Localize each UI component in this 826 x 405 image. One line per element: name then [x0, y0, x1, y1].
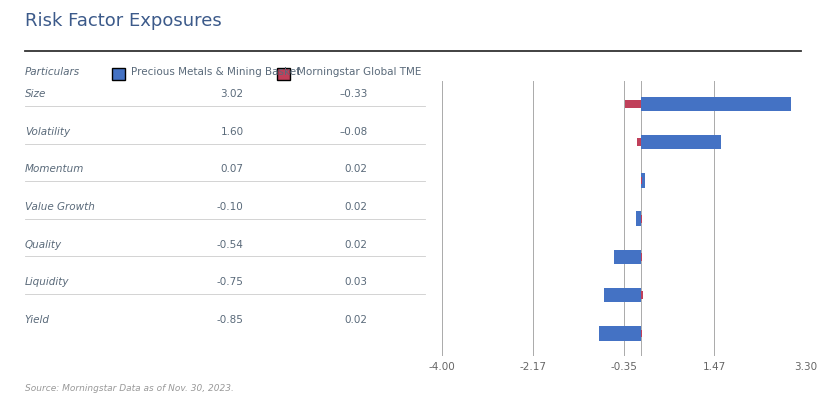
Bar — [641, 253, 642, 261]
Bar — [641, 135, 721, 149]
Bar — [641, 173, 644, 188]
Bar — [641, 97, 791, 111]
Bar — [641, 177, 642, 184]
Text: -0.54: -0.54 — [216, 239, 244, 249]
Text: 0.03: 0.03 — [344, 277, 368, 287]
Text: Yield: Yield — [25, 315, 50, 325]
Bar — [641, 291, 643, 299]
Text: Quality: Quality — [25, 239, 62, 249]
Text: 3.02: 3.02 — [221, 89, 244, 99]
Text: –0.33: –0.33 — [339, 89, 368, 99]
Bar — [604, 288, 641, 303]
Bar — [641, 215, 642, 222]
Text: -0.10: -0.10 — [217, 202, 244, 212]
Bar — [624, 100, 641, 108]
Text: Value Growth: Value Growth — [25, 202, 95, 212]
Bar — [615, 249, 641, 264]
Text: 1.60: 1.60 — [221, 127, 244, 137]
Text: 0.07: 0.07 — [221, 164, 244, 174]
Text: Volatility: Volatility — [25, 127, 70, 137]
Text: 0.02: 0.02 — [344, 202, 368, 212]
Text: Size: Size — [25, 89, 46, 99]
Text: Risk Factor Exposures: Risk Factor Exposures — [25, 12, 221, 30]
Text: -0.75: -0.75 — [216, 277, 244, 287]
Bar — [637, 139, 641, 146]
Text: 0.02: 0.02 — [344, 315, 368, 325]
Text: Source: Morningstar Data as of Nov. 30, 2023.: Source: Morningstar Data as of Nov. 30, … — [25, 384, 234, 393]
Text: Precious Metals & Mining Basket: Precious Metals & Mining Basket — [131, 67, 301, 77]
Text: Morningstar Global TME: Morningstar Global TME — [297, 67, 421, 77]
Text: –0.08: –0.08 — [339, 127, 368, 137]
Text: 0.02: 0.02 — [344, 164, 368, 174]
Text: Liquidity: Liquidity — [25, 277, 69, 287]
Bar — [599, 326, 641, 341]
Bar — [641, 330, 642, 337]
Text: -0.85: -0.85 — [216, 315, 244, 325]
Text: Particulars: Particulars — [25, 67, 80, 77]
Bar — [636, 211, 641, 226]
Text: Momentum: Momentum — [25, 164, 84, 174]
Text: 0.02: 0.02 — [344, 239, 368, 249]
